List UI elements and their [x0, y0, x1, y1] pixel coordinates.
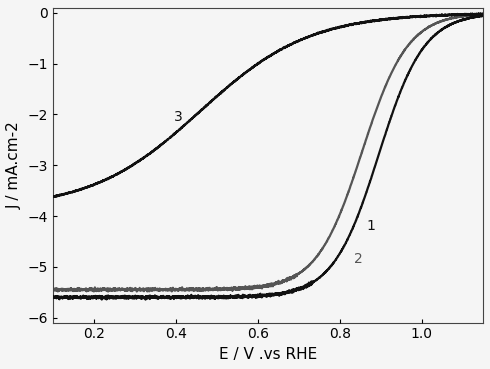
Y-axis label: J / mA.cm-2: J / mA.cm-2	[7, 121, 22, 209]
Text: 2: 2	[354, 252, 363, 266]
Text: 3: 3	[173, 110, 182, 124]
X-axis label: E / V .vs RHE: E / V .vs RHE	[219, 347, 317, 362]
Text: 1: 1	[366, 219, 375, 233]
